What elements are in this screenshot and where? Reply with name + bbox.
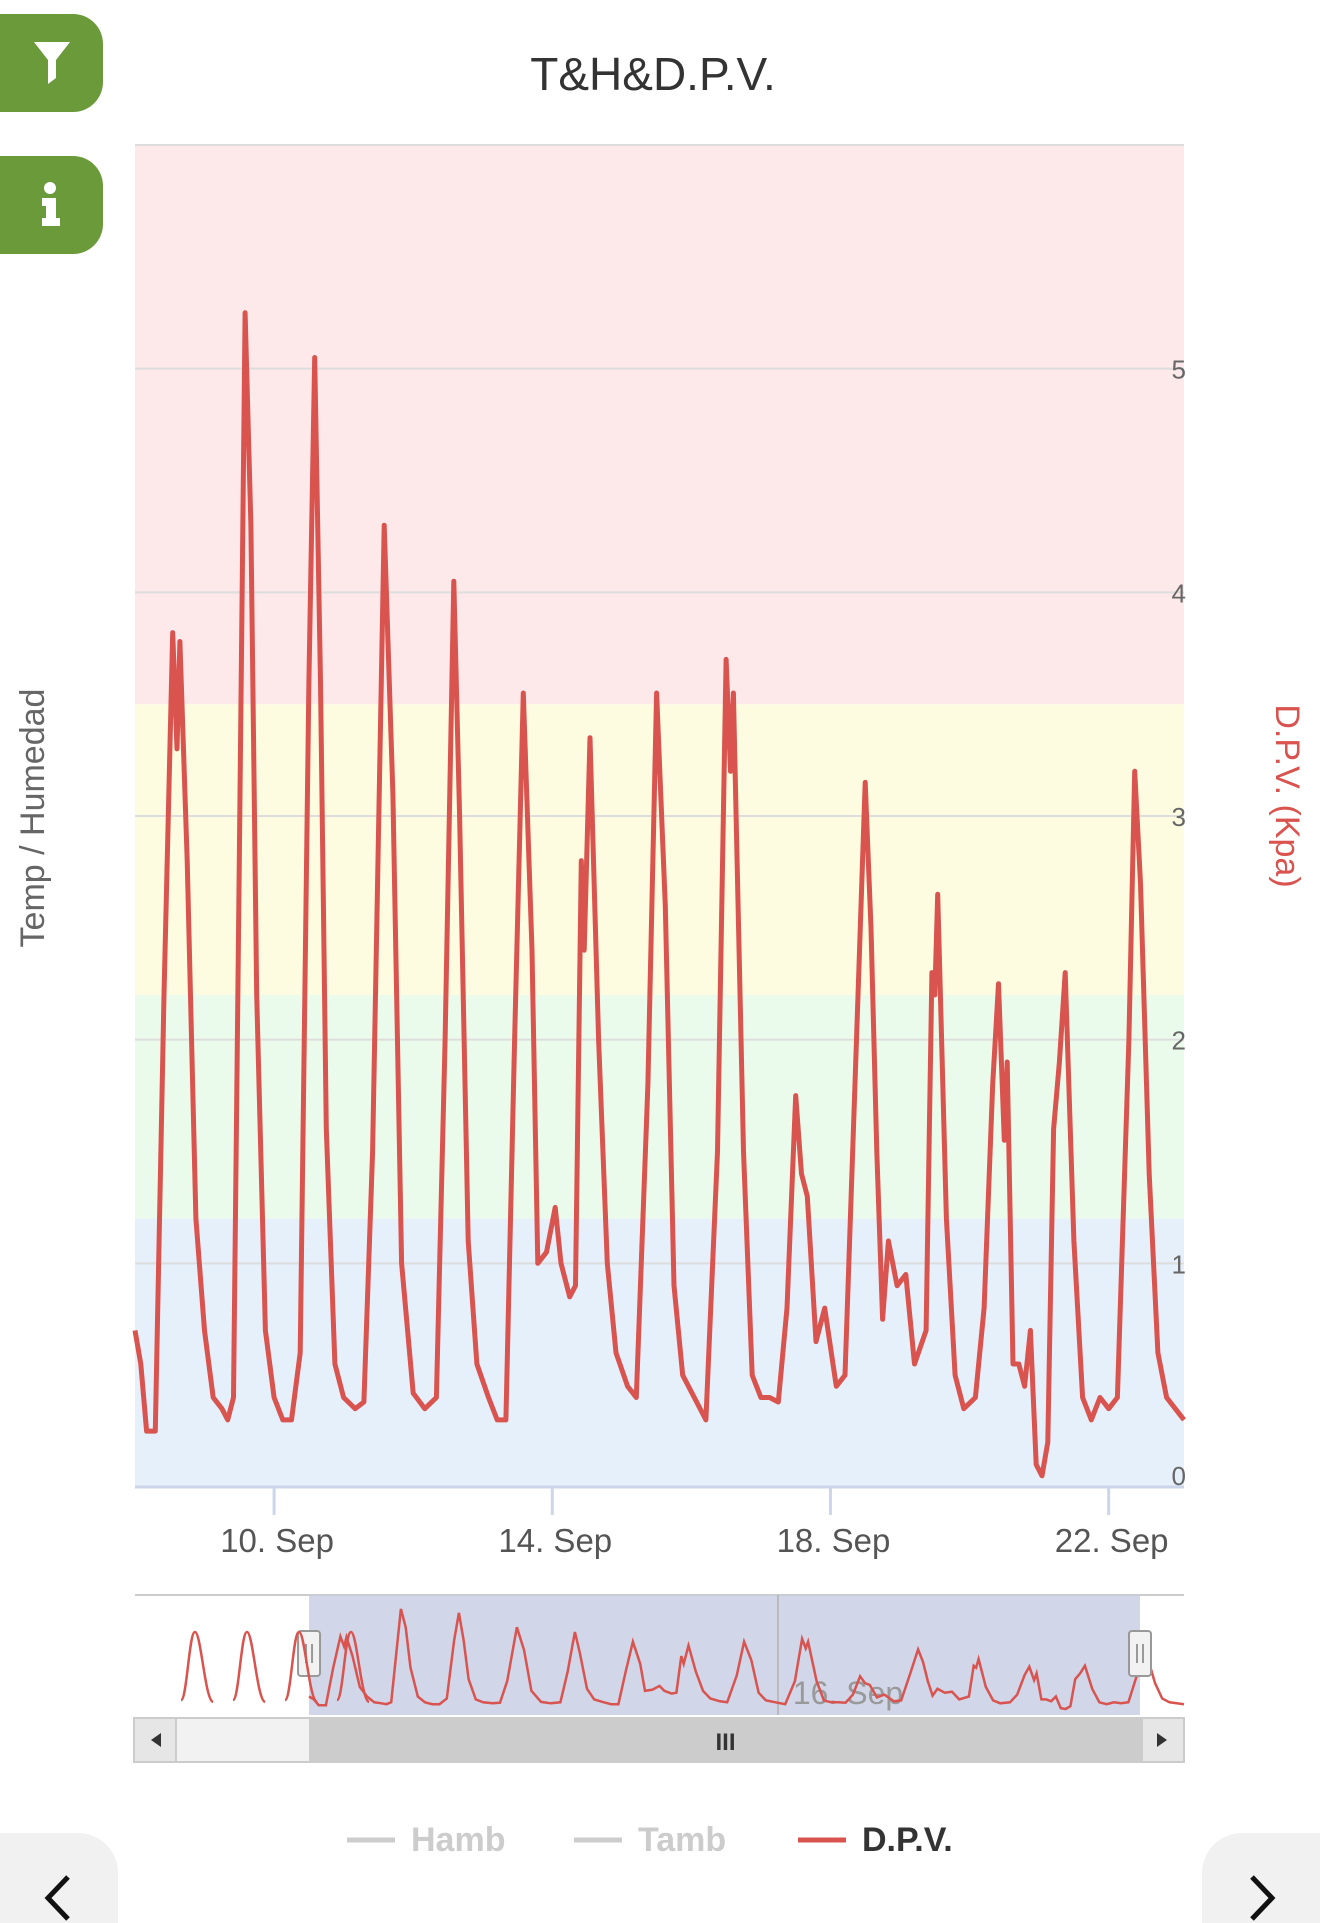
- x-axis: 10. Sep 14. Sep 18. Sep 22. Sep: [135, 1485, 1184, 1559]
- legend-item-hamb[interactable]: Hamb: [347, 1821, 505, 1859]
- y-tick-label: 3: [1172, 802, 1186, 832]
- chevron-left-icon: [44, 1875, 70, 1921]
- navigator: 16. Sep: [135, 1594, 1185, 1715]
- chart-title: T&H&D.P.V.: [530, 48, 775, 100]
- previous-button[interactable]: [0, 1833, 118, 1923]
- navigator-series-line: [308, 1608, 1185, 1711]
- series-line-dpv: [132, 310, 1186, 1479]
- navigator-tick-label: 16. Sep: [793, 1675, 903, 1711]
- scroll-left-button[interactable]: [133, 1717, 177, 1763]
- scrollbar[interactable]: III: [133, 1717, 1185, 1763]
- y-tick-label: 4: [1172, 578, 1186, 608]
- x-tick-label: 18. Sep: [777, 1522, 891, 1559]
- legend-label-hamb: Hamb: [411, 1821, 505, 1859]
- navigator-context-wave: [231, 1630, 266, 1704]
- scroll-right-button[interactable]: [1141, 1717, 1185, 1763]
- y-tick-label: 0: [1172, 1461, 1186, 1491]
- y-tick-label: 1: [1172, 1249, 1186, 1279]
- y-tick-label: 2: [1172, 1026, 1186, 1056]
- legend-item-tamb[interactable]: Tamb: [574, 1821, 726, 1859]
- filter-icon: [34, 42, 70, 84]
- y-left-axis-label: Temp / Humedad: [14, 689, 52, 948]
- navigator-context-wave: [283, 1630, 318, 1704]
- navigator-context-wave: [335, 1630, 370, 1704]
- legend-label-dpv: D.P.V.: [862, 1821, 953, 1859]
- scroll-left-icon: [151, 1733, 161, 1747]
- navigator-context-wave: [179, 1630, 214, 1704]
- scrollbar-grip-icon: III: [716, 1729, 736, 1756]
- next-button[interactable]: [1202, 1833, 1320, 1923]
- legend-item-dpv[interactable]: D.P.V.: [798, 1821, 953, 1859]
- scrollbar-thumb[interactable]: [309, 1719, 1142, 1761]
- navigator-handle-right[interactable]: [1128, 1630, 1152, 1677]
- info-button[interactable]: [0, 156, 103, 254]
- x-tick-label: 14. Sep: [498, 1522, 612, 1559]
- y-tick-label: 5: [1172, 355, 1186, 385]
- x-tick-label: 22. Sep: [1055, 1522, 1169, 1559]
- y-right-ticks: 0 1 2 3 4 5: [1172, 355, 1186, 1491]
- filter-button[interactable]: [0, 14, 103, 112]
- plot-band-1: [135, 994, 1184, 1219]
- legend-label-tamb: Tamb: [638, 1821, 726, 1859]
- info-icon: [42, 182, 60, 226]
- scroll-right-icon: [1157, 1733, 1167, 1747]
- legend: Hamb Tamb D.P.V.: [347, 1821, 953, 1859]
- plot-band-3: [135, 145, 1184, 705]
- chevron-right-icon: [1250, 1875, 1276, 1921]
- x-tick-label: 10. Sep: [220, 1522, 334, 1559]
- y-right-axis-label: D.P.V. (Kpa): [1268, 704, 1306, 887]
